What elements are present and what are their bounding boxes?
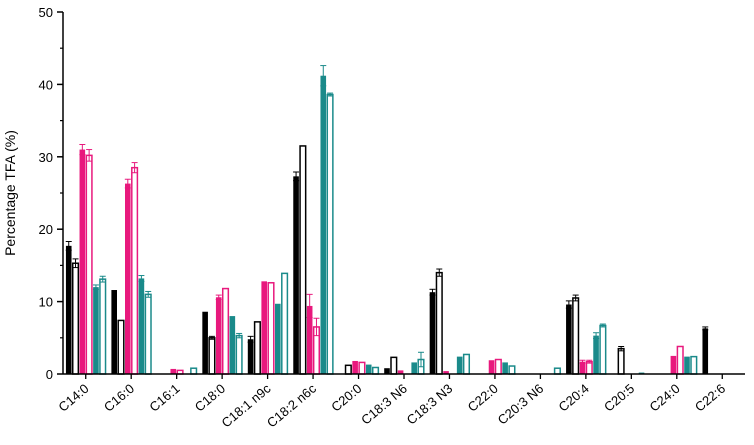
x-tick-label: C14:0: [55, 381, 91, 415]
bar: [79, 149, 86, 374]
bar: [684, 356, 690, 374]
x-tick-label: C18:0: [192, 381, 228, 415]
bar: [344, 364, 352, 375]
bar: [352, 360, 358, 374]
bar: [111, 290, 117, 374]
x-tick-label: C20:0: [328, 381, 364, 415]
bar-group: [65, 65, 709, 375]
x-tick-label: C18:1 n9c: [218, 380, 273, 430]
bar: [384, 368, 390, 374]
bar: [390, 356, 398, 375]
bar: [215, 297, 222, 374]
bar: [261, 281, 267, 374]
bar: [267, 282, 275, 375]
bar: [138, 278, 145, 374]
bar: [702, 328, 709, 374]
bar: [617, 347, 625, 375]
x-tick-label: C16:1: [146, 381, 182, 415]
bar: [670, 355, 677, 374]
y-tick-label: 0: [46, 367, 53, 382]
bar: [365, 364, 372, 374]
bar: [117, 319, 125, 375]
bar: [397, 370, 404, 374]
bar: [281, 272, 289, 375]
bar: [71, 262, 80, 375]
bar: [235, 334, 243, 375]
y-axis-title: Percentage TFA (%): [2, 130, 18, 256]
bar: [435, 271, 443, 375]
bar: [208, 337, 216, 375]
bar: [599, 324, 607, 375]
bar: [358, 361, 366, 375]
bar: [131, 166, 139, 375]
bar: [429, 292, 436, 374]
bar: [593, 335, 599, 374]
bar: [579, 361, 586, 374]
bar: [306, 305, 313, 374]
x-tick-label: C20:4: [556, 381, 592, 415]
bar: [221, 287, 230, 375]
bar: [690, 355, 698, 375]
x-tick-label: C18:2 n6c: [264, 380, 319, 430]
bar: [275, 303, 281, 374]
bar: [456, 356, 463, 374]
bar: [553, 367, 561, 375]
bar: [125, 183, 131, 374]
bar: [253, 321, 261, 375]
bar: [190, 367, 198, 375]
bar: [247, 339, 254, 374]
y-tick-label: 20: [39, 222, 53, 237]
x-tick-label: C20:3 N6: [495, 381, 547, 428]
x-tick-label: C18:3 N6: [358, 381, 410, 428]
bar: [488, 360, 495, 374]
x-tick-label: C18:3 N3: [404, 381, 456, 428]
x-tick-label: C22:6: [692, 381, 728, 415]
bar: [202, 311, 208, 374]
bar: [326, 93, 334, 375]
bar: [676, 345, 684, 375]
y-tick-label: 10: [39, 295, 53, 310]
bar: [99, 278, 107, 375]
bar: [566, 304, 572, 374]
y-tick-label: 30: [39, 150, 53, 165]
bar: [502, 362, 508, 374]
x-tick-label: C16:0: [101, 381, 137, 415]
x-tick-label: C22:0: [465, 381, 501, 415]
bar: [508, 365, 516, 375]
bar: [229, 316, 236, 374]
bar: [170, 368, 177, 374]
bar: [65, 245, 72, 374]
bar: [371, 366, 380, 375]
y-tick-label: 40: [39, 77, 53, 92]
bar: [462, 353, 471, 375]
bar: [320, 75, 327, 374]
bar: [411, 362, 417, 374]
bar: [299, 145, 307, 375]
y-tick-label: 50: [39, 5, 53, 20]
bar: [93, 287, 99, 374]
bar: [494, 358, 502, 375]
bar: [293, 176, 299, 374]
bar: [572, 297, 580, 375]
x-tick-label: C24:0: [647, 381, 683, 415]
bar: [443, 371, 449, 374]
bar: [85, 154, 93, 375]
x-tick-label: C20:5: [601, 381, 637, 415]
bar: [144, 293, 152, 375]
y-tick-group: 0 10 20 30 40 50: [39, 5, 63, 382]
